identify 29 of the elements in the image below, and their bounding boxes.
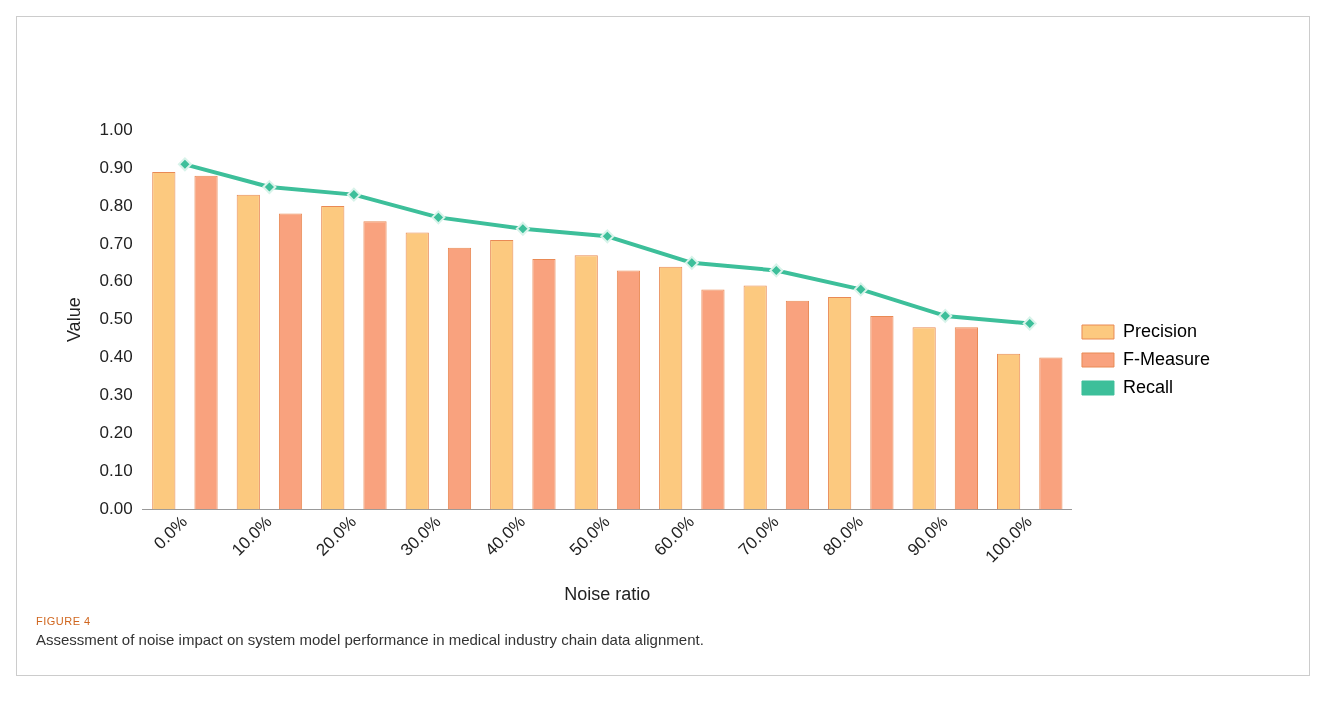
text: Assessment of noise impact on system model performance in medical industry chain data alignment.	[36, 631, 705, 648]
point	[262, 180, 277, 195]
legend-label: F-Measure	[1122, 348, 1211, 369]
legend-label: Recall	[1122, 376, 1174, 397]
y-axis-title: Value	[63, 297, 84, 343]
point	[938, 308, 953, 323]
y-tick-label: 0.60	[99, 271, 133, 291]
point	[853, 282, 868, 297]
point	[769, 263, 784, 278]
x-axis-title: Noise ratio	[564, 584, 651, 605]
y-tick-label: 0.10	[99, 460, 133, 480]
point	[600, 229, 615, 244]
y-tick-label: 0.40	[99, 347, 133, 367]
y-tick-label: 0.30	[99, 385, 133, 405]
point	[1022, 316, 1037, 331]
point	[346, 187, 361, 202]
point	[177, 157, 192, 172]
y-tick-label: 1.00	[99, 119, 133, 139]
point	[431, 210, 446, 225]
legend-label: Precision	[1122, 320, 1198, 341]
y-tick-label: 0.80	[99, 195, 133, 215]
point	[515, 221, 530, 236]
y-tick-label: 0.70	[99, 233, 133, 253]
y-tick-label: 0.50	[99, 309, 133, 329]
caption: FIGURE 4	[36, 615, 92, 627]
point	[684, 255, 699, 270]
y-tick-label: 0.20	[99, 423, 133, 443]
y-tick-label: 0.90	[99, 157, 133, 177]
y-tick-label: 0.00	[99, 498, 133, 518]
